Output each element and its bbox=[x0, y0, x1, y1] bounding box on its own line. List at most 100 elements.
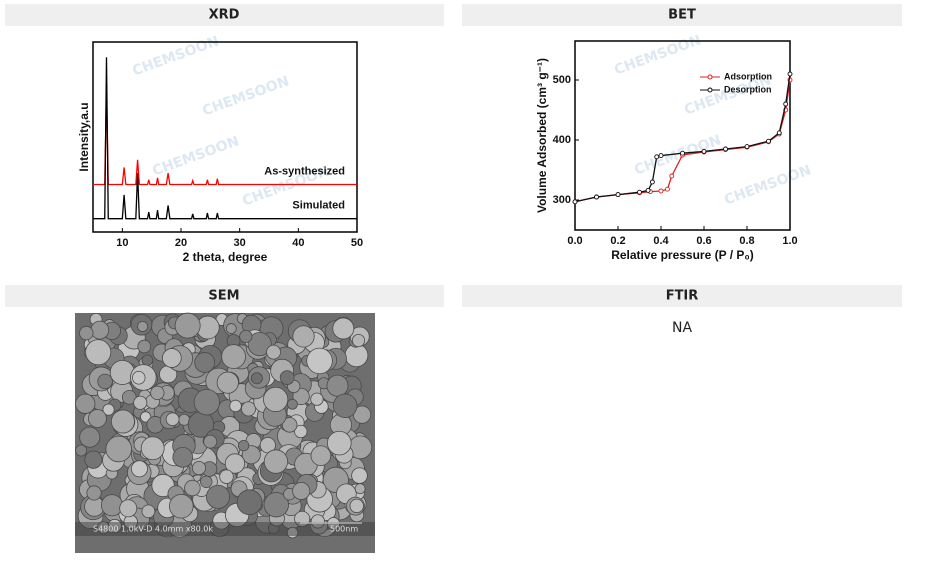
grain bbox=[239, 329, 253, 343]
grain bbox=[172, 446, 194, 468]
sem-scale: 500nm bbox=[330, 525, 358, 534]
grain bbox=[105, 435, 132, 463]
x-tick-label: 30 bbox=[234, 237, 246, 249]
data-point bbox=[669, 173, 675, 179]
grain bbox=[241, 401, 257, 417]
y-tick-label: 500 bbox=[553, 74, 571, 86]
data-point bbox=[654, 154, 660, 160]
grain bbox=[86, 485, 102, 501]
grain bbox=[102, 403, 115, 416]
grain bbox=[133, 395, 148, 410]
grain bbox=[131, 370, 146, 385]
grain bbox=[162, 348, 182, 368]
data-point bbox=[665, 186, 670, 192]
grain bbox=[354, 483, 366, 495]
x-tick-label: 0.0 bbox=[567, 235, 582, 247]
grain bbox=[306, 347, 333, 375]
watermark: CHEMSOON bbox=[150, 133, 241, 179]
grain bbox=[279, 370, 295, 385]
grain bbox=[263, 492, 289, 518]
x-tick-label: 40 bbox=[292, 237, 304, 249]
grain bbox=[119, 499, 138, 518]
legend-label: Adsorption bbox=[724, 71, 772, 81]
grain bbox=[137, 339, 152, 354]
plot-frame bbox=[92, 41, 358, 233]
grain bbox=[140, 436, 165, 461]
x-tick-label: 10 bbox=[116, 237, 128, 249]
data-point bbox=[649, 179, 655, 185]
data-point bbox=[723, 146, 728, 152]
data-point bbox=[787, 71, 793, 77]
header-bar bbox=[5, 285, 444, 307]
data-point bbox=[766, 138, 771, 144]
series-line bbox=[574, 73, 791, 203]
panel-title: XRD bbox=[209, 8, 240, 23]
grain bbox=[200, 475, 213, 488]
plot-frame bbox=[574, 40, 791, 231]
grain bbox=[130, 460, 148, 478]
data-point bbox=[658, 188, 664, 194]
grain bbox=[194, 352, 216, 373]
x-tick-label: 20 bbox=[175, 237, 187, 249]
grain bbox=[351, 467, 368, 484]
data-point bbox=[783, 101, 789, 107]
x-tick-label: 50 bbox=[351, 237, 363, 249]
grain bbox=[326, 374, 349, 397]
grain bbox=[281, 417, 298, 433]
legend-marker bbox=[707, 74, 713, 80]
grain bbox=[236, 489, 263, 516]
x-tick-label: 1.0 bbox=[782, 235, 797, 247]
legend-label: Desorption bbox=[724, 84, 772, 94]
y-axis-label: Volume Adsorbed (cm³ g⁻¹) bbox=[535, 58, 549, 213]
grain bbox=[79, 325, 94, 341]
grain bbox=[351, 333, 366, 348]
x-tick-label: 0.6 bbox=[696, 235, 711, 247]
grain bbox=[332, 393, 358, 418]
grain bbox=[203, 434, 218, 449]
grain bbox=[150, 385, 165, 400]
series-line bbox=[93, 85, 357, 186]
na-text: NA bbox=[672, 320, 692, 336]
x-tick-label: 0.2 bbox=[610, 235, 625, 247]
grain bbox=[287, 398, 298, 410]
grain bbox=[140, 411, 152, 423]
grain bbox=[294, 424, 308, 439]
data-point bbox=[658, 153, 664, 159]
data-point bbox=[615, 192, 621, 198]
grain bbox=[168, 493, 194, 519]
grain bbox=[75, 393, 96, 414]
grain bbox=[292, 325, 315, 348]
panel-title: BET bbox=[668, 8, 696, 23]
header-bar bbox=[5, 4, 444, 26]
x-tick-label: 0.4 bbox=[653, 235, 669, 247]
x-axis-label: 2 theta, degree bbox=[183, 250, 268, 264]
grain bbox=[349, 498, 364, 514]
data-point bbox=[744, 144, 750, 150]
header-bar bbox=[462, 4, 902, 26]
data-point bbox=[637, 189, 642, 195]
grain bbox=[141, 504, 156, 519]
data-point bbox=[572, 199, 578, 205]
panel-title: SEM bbox=[208, 289, 239, 304]
grain bbox=[224, 453, 246, 474]
x-axis-label: Relative pressure (P / P₀) bbox=[611, 248, 754, 262]
grain bbox=[191, 460, 207, 476]
grain bbox=[310, 445, 332, 466]
grain bbox=[75, 444, 88, 457]
grain bbox=[221, 344, 246, 369]
grain bbox=[206, 484, 231, 509]
data-point bbox=[594, 194, 599, 200]
series-label: Simulated bbox=[292, 200, 345, 212]
grain bbox=[141, 354, 154, 366]
grain bbox=[216, 371, 239, 394]
watermark: CHEMSOON bbox=[722, 162, 813, 208]
watermark: CHEMSOON bbox=[200, 73, 291, 119]
grain bbox=[229, 399, 242, 413]
grain bbox=[247, 332, 272, 357]
grain bbox=[79, 426, 101, 448]
y-tick-label: 400 bbox=[553, 134, 571, 146]
grain bbox=[97, 373, 113, 390]
grain bbox=[110, 409, 135, 434]
grain bbox=[327, 430, 352, 456]
